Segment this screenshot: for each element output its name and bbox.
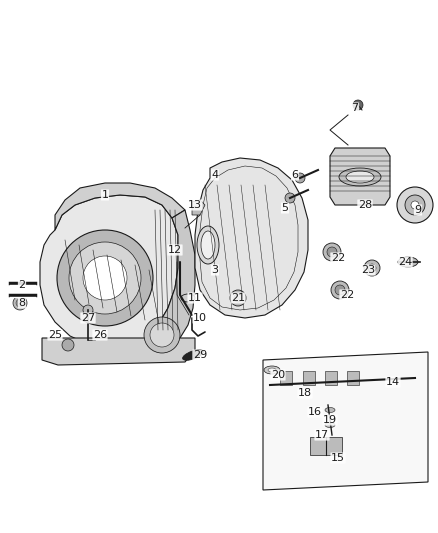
Text: 18: 18 (298, 388, 312, 398)
Bar (310, 437, 342, 455)
Text: 3: 3 (212, 265, 219, 275)
Text: 21: 21 (231, 293, 245, 303)
Ellipse shape (325, 408, 335, 413)
Text: 8: 8 (18, 298, 25, 308)
Circle shape (16, 299, 24, 307)
Circle shape (327, 247, 337, 257)
Bar (325, 371, 337, 385)
Text: 25: 25 (48, 330, 62, 340)
Text: 1: 1 (102, 190, 109, 200)
Text: 24: 24 (398, 257, 412, 267)
Text: 2: 2 (18, 280, 25, 290)
Ellipse shape (268, 368, 276, 372)
Text: 19: 19 (323, 415, 337, 425)
Circle shape (331, 281, 349, 299)
Circle shape (13, 296, 27, 310)
Text: 16: 16 (308, 407, 322, 417)
Text: 4: 4 (212, 170, 219, 180)
Text: 10: 10 (193, 313, 207, 323)
Polygon shape (330, 148, 390, 205)
Circle shape (295, 173, 305, 183)
Text: 22: 22 (331, 253, 345, 263)
Text: 5: 5 (282, 203, 289, 213)
Circle shape (150, 323, 174, 347)
Ellipse shape (197, 226, 219, 264)
Polygon shape (195, 158, 308, 318)
Polygon shape (192, 200, 205, 215)
Ellipse shape (201, 231, 215, 259)
Ellipse shape (346, 171, 374, 183)
Circle shape (368, 264, 376, 272)
Circle shape (353, 100, 363, 110)
Text: 14: 14 (386, 377, 400, 387)
Polygon shape (55, 183, 185, 230)
Ellipse shape (181, 294, 195, 302)
Text: 12: 12 (168, 245, 182, 255)
Text: 17: 17 (315, 430, 329, 440)
Circle shape (57, 230, 153, 326)
Circle shape (234, 294, 242, 302)
Ellipse shape (325, 423, 335, 427)
Text: 7: 7 (351, 103, 359, 113)
Circle shape (69, 242, 141, 314)
Circle shape (83, 256, 127, 300)
Circle shape (335, 285, 345, 295)
Ellipse shape (264, 366, 280, 374)
Text: 13: 13 (188, 200, 202, 210)
Text: 29: 29 (193, 350, 207, 360)
Text: 28: 28 (358, 200, 372, 210)
Text: 26: 26 (93, 330, 107, 340)
Bar (303, 371, 315, 385)
Circle shape (405, 195, 425, 215)
Circle shape (364, 260, 380, 276)
Text: 9: 9 (414, 205, 421, 215)
Polygon shape (40, 195, 178, 348)
Text: 22: 22 (340, 290, 354, 300)
Text: 15: 15 (331, 453, 345, 463)
Text: 20: 20 (271, 370, 285, 380)
Circle shape (62, 339, 74, 351)
Ellipse shape (339, 168, 381, 186)
Circle shape (323, 243, 341, 261)
Polygon shape (145, 210, 195, 338)
Bar (280, 371, 292, 385)
Circle shape (144, 317, 180, 353)
Text: 6: 6 (292, 170, 299, 180)
Polygon shape (42, 338, 195, 365)
Ellipse shape (183, 350, 203, 360)
Circle shape (411, 201, 419, 209)
Polygon shape (263, 352, 428, 490)
Circle shape (397, 187, 433, 223)
Circle shape (230, 290, 246, 306)
Ellipse shape (398, 257, 418, 267)
Circle shape (83, 305, 93, 315)
Text: 27: 27 (81, 313, 95, 323)
Bar (347, 371, 359, 385)
Circle shape (285, 193, 295, 203)
Text: 23: 23 (361, 265, 375, 275)
Text: 11: 11 (188, 293, 202, 303)
